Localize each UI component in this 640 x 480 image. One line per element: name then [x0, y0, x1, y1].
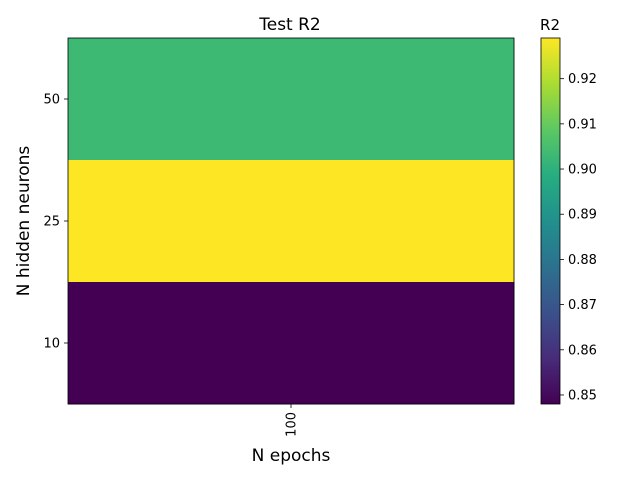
colorbar-tick-label: 0.87: [568, 298, 597, 313]
y-tick-label: 50: [43, 93, 60, 108]
y-axis-label: N hidden neurons: [14, 146, 34, 297]
heatmap-cell: [68, 160, 515, 283]
colorbar-tick-label: 0.86: [568, 343, 597, 358]
colorbar-tick-label: 0.85: [568, 388, 597, 403]
chart-title: Test R2: [258, 15, 321, 35]
y-tick-label: 25: [43, 215, 60, 230]
colorbar-tick-label: 0.89: [568, 208, 597, 223]
y-tick-label: 10: [43, 337, 60, 352]
colorbar-tick-label: 0.88: [568, 253, 597, 268]
colorbar-label: R2: [540, 16, 560, 34]
x-axis-ticks: 100: [285, 404, 300, 437]
x-axis-label: N epochs: [252, 446, 331, 466]
colorbar-tick-label: 0.90: [568, 163, 597, 178]
heatmap-cell: [68, 282, 515, 405]
colorbar-tick-label: 0.92: [568, 72, 597, 87]
colorbar-gradient: [540, 37, 561, 405]
colorbar: 0.85 0.86 0.87 0.88 0.89 0.90 0.91 0.92: [540, 37, 597, 405]
y-axis-ticks: 50 25 10: [43, 93, 68, 352]
x-tick-label: 100: [285, 412, 300, 437]
heatmap-cell: [68, 38, 515, 161]
heatmap-cells: [68, 38, 515, 405]
colorbar-tick-label: 0.91: [568, 117, 597, 132]
